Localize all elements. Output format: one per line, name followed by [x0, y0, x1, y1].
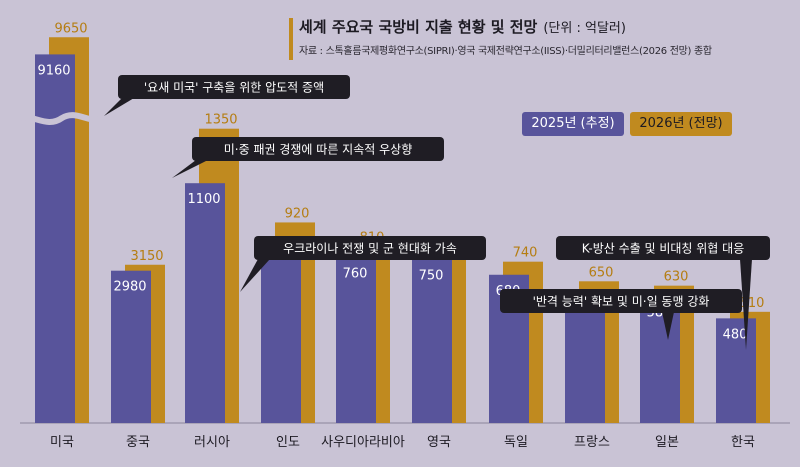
- value-label-2026-1: 3150: [130, 249, 163, 264]
- callout-box-0: [118, 75, 350, 99]
- bar-2025-0: [35, 54, 75, 424]
- value-label-2026-0: 9650: [54, 21, 87, 36]
- value-label-2026-8: 630: [664, 270, 689, 285]
- bar-2025-3: [261, 239, 301, 423]
- category-label-5: 영국: [427, 435, 451, 450]
- bar-2025-5: [412, 259, 452, 423]
- source-note: 자료 : 스톡홀름국제평화연구소(SIPRI)·영국 국제전략연구소(IISS)…: [299, 46, 712, 57]
- chart-title-text: 세계 주요국 국방비 지출 현황 및 전망: [299, 18, 538, 36]
- value-label-2025-0: 9160: [37, 63, 70, 78]
- callout-pointer-2: [240, 259, 270, 292]
- callout-text-0: '요새 미국' 구축을 위한 압도적 증액: [144, 81, 324, 95]
- category-label-6: 독일: [504, 435, 528, 450]
- category-label-0: 미국: [50, 435, 74, 450]
- value-label-2025-4: 760: [343, 266, 368, 281]
- bar-2025-8: [640, 296, 680, 423]
- callout-text-3: K-방산 수출 및 비대칭 위협 대응: [582, 242, 745, 256]
- value-label-2026-3: 920: [285, 206, 310, 221]
- bar-2025-1: [111, 270, 151, 423]
- category-label-4: 사우디아라비아: [321, 435, 405, 450]
- callout-text-2: 우크라이나 전쟁 및 군 현대화 가속: [283, 242, 457, 256]
- unit-label: (단위 : 억달러): [543, 21, 626, 36]
- category-label-8: 일본: [655, 435, 679, 450]
- category-label-7: 프랑스: [574, 435, 610, 450]
- category-label-1: 중국: [126, 435, 150, 450]
- callout-text-1: 미·중 패권 경쟁에 따른 지속적 우상향: [224, 143, 413, 157]
- chart-title: 세계 주요국 국방비 지출 현황 및 전망 (단위 : 억달러): [299, 16, 626, 37]
- callout-box-2: [254, 236, 486, 260]
- callout-box-3: [556, 236, 770, 260]
- value-label-2026-7: 650: [589, 265, 614, 280]
- axis-break-mark: [12, 112, 110, 125]
- callout-pointer-3: [740, 259, 752, 350]
- callout-box-4: [500, 289, 742, 313]
- callout-pointer-4: [662, 312, 674, 340]
- callout-pointer-1: [172, 160, 208, 178]
- bar-2025-2: [185, 183, 225, 423]
- value-label-2025-5: 750: [419, 269, 444, 284]
- title-accent-bar: [289, 18, 293, 60]
- bar-2025-4: [336, 257, 376, 423]
- value-label-2025-1: 2980: [113, 280, 146, 295]
- category-label-9: 한국: [731, 435, 755, 450]
- legend-2026: 2026년 (전망): [630, 112, 732, 136]
- value-label-2026-6: 740: [513, 246, 538, 261]
- category-label-3: 인도: [276, 435, 300, 450]
- bar-2025-9: [716, 318, 756, 423]
- callout-text-4: '반격 능력' 확보 및 미·일 동맹 강화: [533, 295, 710, 309]
- callout-pointer-0: [104, 98, 134, 116]
- value-label-2025-2: 1100: [187, 192, 220, 207]
- callout-box-1: [192, 137, 444, 161]
- value-label-2025-9: 480: [723, 327, 748, 342]
- value-label-2026-2: 1350: [204, 113, 237, 128]
- legend-2025: 2025년 (추정): [522, 112, 624, 136]
- category-label-2: 러시아: [194, 435, 230, 450]
